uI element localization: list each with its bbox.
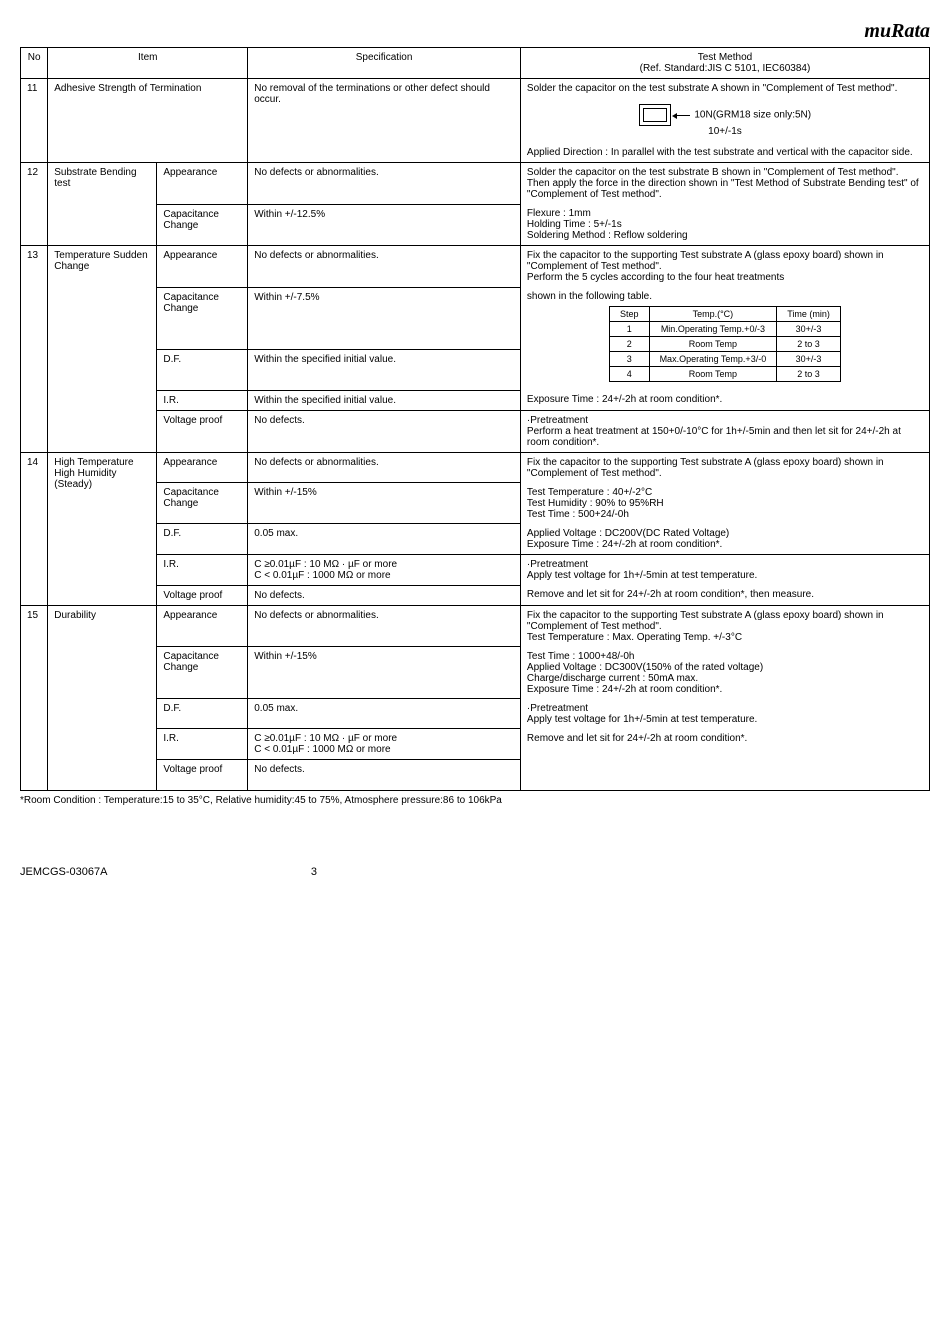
cell-spec: No defects. [248, 585, 521, 605]
cell-item: Adhesive Strength of Termination [48, 79, 248, 163]
cell-item: High Temperature High Humidity (Steady) [48, 452, 157, 605]
table-row: I.R. C ≥0.01µF : 10 MΩ · µF or more C < … [21, 554, 930, 585]
cell-subitem: Voltage proof [157, 585, 248, 605]
cell-spec: Within +/-15% [248, 647, 521, 699]
cell-spec: C ≥0.01µF : 10 MΩ · µF or more C < 0.01µ… [248, 729, 521, 760]
force-diagram-icon [639, 104, 671, 126]
cell-subitem: Capacitance Change [157, 647, 248, 699]
cell-method: ·Pretreatment Apply test voltage for 1h+… [520, 554, 929, 585]
cell-subitem: Appearance [157, 163, 248, 205]
cell-subitem: Voltage proof [157, 410, 248, 452]
header-method: Test Method (Ref. Standard:JIS C 5101, I… [520, 48, 929, 79]
table-row: Capacitance Change Within +/-12.5% Flexu… [21, 204, 930, 246]
header-no: No [21, 48, 48, 79]
cell-spec: Within +/-7.5% [248, 287, 521, 350]
cell-spec: No defects or abnormalities. [248, 452, 521, 483]
cell-no: 11 [21, 79, 48, 163]
cell-spec: Within the specified initial value. [248, 390, 521, 410]
cell-spec: No removal of the terminations or other … [248, 79, 521, 163]
cell-subitem: I.R. [157, 554, 248, 585]
cell-method: Fix the capacitor to the supporting Test… [520, 246, 929, 288]
table-header: No Item Specification Test Method (Ref. … [21, 48, 930, 79]
cell-subitem: D.F. [157, 350, 248, 390]
table-row: 11 Adhesive Strength of Termination No r… [21, 79, 930, 163]
cell-subitem: D.F. [157, 524, 248, 555]
cell-spec: No defects or abnormalities. [248, 163, 521, 205]
cell-no: 12 [21, 163, 48, 246]
cell-no: 13 [21, 246, 48, 453]
table-row: 14 High Temperature High Humidity (Stead… [21, 452, 930, 483]
footer-page: 3 [311, 866, 317, 878]
cell-method: Fix the capacitor to the supporting Test… [520, 605, 929, 647]
footer-doc-id: JEMCGS-03067A [20, 866, 107, 878]
cell-method: Fix the capacitor to the supporting Test… [520, 452, 929, 483]
cell-spec: No defects or abnormalities. [248, 605, 521, 647]
cell-method: ·Pretreatment Apply test voltage for 1h+… [520, 699, 929, 729]
table-row: D.F. 0.05 max. ·Pretreatment Apply test … [21, 699, 930, 729]
header-spec: Specification [248, 48, 521, 79]
cell-spec: 0.05 max. [248, 699, 521, 729]
table-row: Voltage proof No defects. [21, 760, 930, 791]
table-row: Capacitance Change Within +/-15% Test Ti… [21, 647, 930, 699]
cell-method: Applied Voltage : DC200V(DC Rated Voltag… [520, 524, 929, 555]
cell-subitem: Appearance [157, 246, 248, 288]
cell-spec: No defects. [248, 760, 521, 791]
cell-spec: Within +/-15% [248, 483, 521, 524]
cell-item: Substrate Bending test [48, 163, 157, 246]
table-row: Capacitance Change Within +/-7.5% shown … [21, 287, 930, 350]
cell-method [520, 760, 929, 791]
cell-spec: C ≥0.01µF : 10 MΩ · µF or more C < 0.01µ… [248, 554, 521, 585]
cell-method: Test Time : 1000+48/-0h Applied Voltage … [520, 647, 929, 699]
cell-subitem: D.F. [157, 699, 248, 729]
table-row: 12 Substrate Bending test Appearance No … [21, 163, 930, 205]
cell-spec: 0.05 max. [248, 524, 521, 555]
table-row: Voltage proof No defects. ·Pretreatment … [21, 410, 930, 452]
cell-subitem: Voltage proof [157, 760, 248, 791]
table-row: D.F. 0.05 max. Applied Voltage : DC200V(… [21, 524, 930, 555]
cell-no: 14 [21, 452, 48, 605]
cell-subitem: Capacitance Change [157, 287, 248, 350]
cell-method: ·Pretreatment Perform a heat treatment a… [520, 410, 929, 452]
spec-table: No Item Specification Test Method (Ref. … [20, 47, 930, 791]
logo: muRata [20, 20, 930, 43]
cell-subitem: Capacitance Change [157, 204, 248, 246]
cell-method: Flexure : 1mm Holding Time : 5+/-1s Sold… [520, 204, 929, 246]
arrow-icon [676, 115, 690, 116]
cell-method: shown in the following table. Step Temp.… [520, 287, 929, 390]
cell-spec: No defects. [248, 410, 521, 452]
table-row: I.R. Within the specified initial value.… [21, 390, 930, 410]
cell-item: Temperature Sudden Change [48, 246, 157, 453]
cell-subitem: Capacitance Change [157, 483, 248, 524]
cell-method: Solder the capacitor on the test substra… [520, 79, 929, 163]
table-row: 15 Durability Appearance No defects or a… [21, 605, 930, 647]
cell-subitem: Appearance [157, 605, 248, 647]
cell-method: Test Temperature : 40+/-2°C Test Humidit… [520, 483, 929, 524]
cell-subitem: Appearance [157, 452, 248, 483]
cell-spec: Within +/-12.5% [248, 204, 521, 246]
inner-table: Step Temp.(°C) Time (min) 1Min.Operating… [609, 306, 841, 382]
cell-subitem: I.R. [157, 390, 248, 410]
cell-method: Solder the capacitor on the test substra… [520, 163, 929, 205]
table-row: I.R. C ≥0.01µF : 10 MΩ · µF or more C < … [21, 729, 930, 760]
cell-method: Remove and let sit for 24+/-2h at room c… [520, 585, 929, 605]
cell-no: 15 [21, 605, 48, 790]
cell-method: Exposure Time : 24+/-2h at room conditio… [520, 390, 929, 410]
cell-spec: Within the specified initial value. [248, 350, 521, 390]
table-row: Voltage proof No defects. Remove and let… [21, 585, 930, 605]
cell-item: Durability [48, 605, 157, 790]
table-row: Capacitance Change Within +/-15% Test Te… [21, 483, 930, 524]
footer: JEMCGS-03067A 3 [20, 866, 930, 878]
header-item: Item [48, 48, 248, 79]
cell-spec: No defects or abnormalities. [248, 246, 521, 288]
footnote: *Room Condition : Temperature:15 to 35°C… [20, 795, 930, 806]
cell-subitem: I.R. [157, 729, 248, 760]
table-row: 13 Temperature Sudden Change Appearance … [21, 246, 930, 288]
cell-method: Remove and let sit for 24+/-2h at room c… [520, 729, 929, 760]
